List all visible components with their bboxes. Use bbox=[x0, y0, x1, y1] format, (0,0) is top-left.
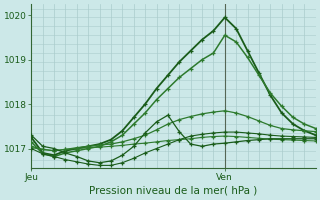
X-axis label: Pression niveau de la mer( hPa ): Pression niveau de la mer( hPa ) bbox=[90, 186, 258, 196]
